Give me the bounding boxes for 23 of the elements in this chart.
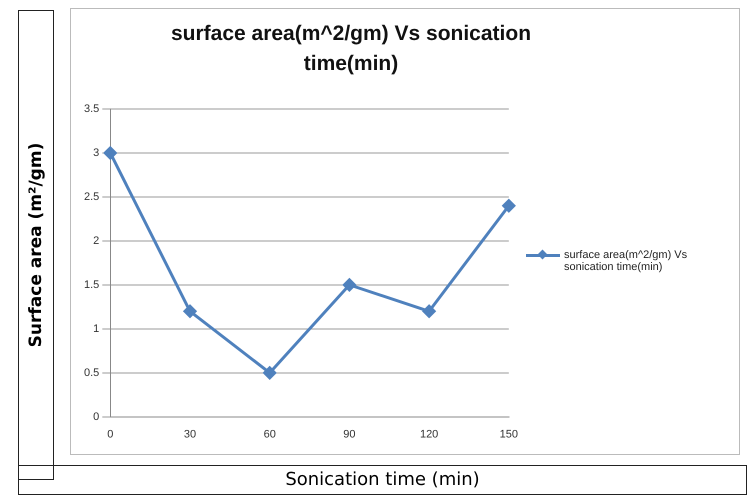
x-tick-label: 150 [500, 428, 518, 440]
x-axis-title: Sonication time (min) [19, 466, 746, 494]
point [422, 304, 436, 318]
y-tick-label: 3.5 [84, 103, 100, 116]
y-tick-label: 2.5 [84, 190, 100, 203]
x-tick-label: 0 [107, 428, 114, 440]
legend-label: surface area(m^2/gm) Vs sonication time(min) [564, 249, 688, 273]
point [342, 278, 356, 292]
chart-title: surface area(m^2/gm) Vs sonication time(min) [170, 21, 532, 77]
y-tick-label: 0.5 [84, 366, 100, 379]
y-tick-label: 0 [93, 410, 100, 423]
y-tick-label: 1 [93, 322, 100, 335]
point [263, 366, 276, 380]
point [502, 199, 516, 212]
y-tick-label: 3 [93, 147, 100, 160]
y-tick-label: 1.5 [84, 278, 100, 291]
y-tick-label: 2 [93, 234, 100, 247]
x-tick-label: 90 [343, 428, 356, 440]
y-axis-title: Surface area (m²/gm) [26, 142, 46, 348]
x-tick-label: 30 [184, 428, 196, 440]
x-tick-label: 60 [264, 428, 276, 440]
point [184, 304, 196, 318]
x-tick-label: 120 [420, 428, 438, 440]
